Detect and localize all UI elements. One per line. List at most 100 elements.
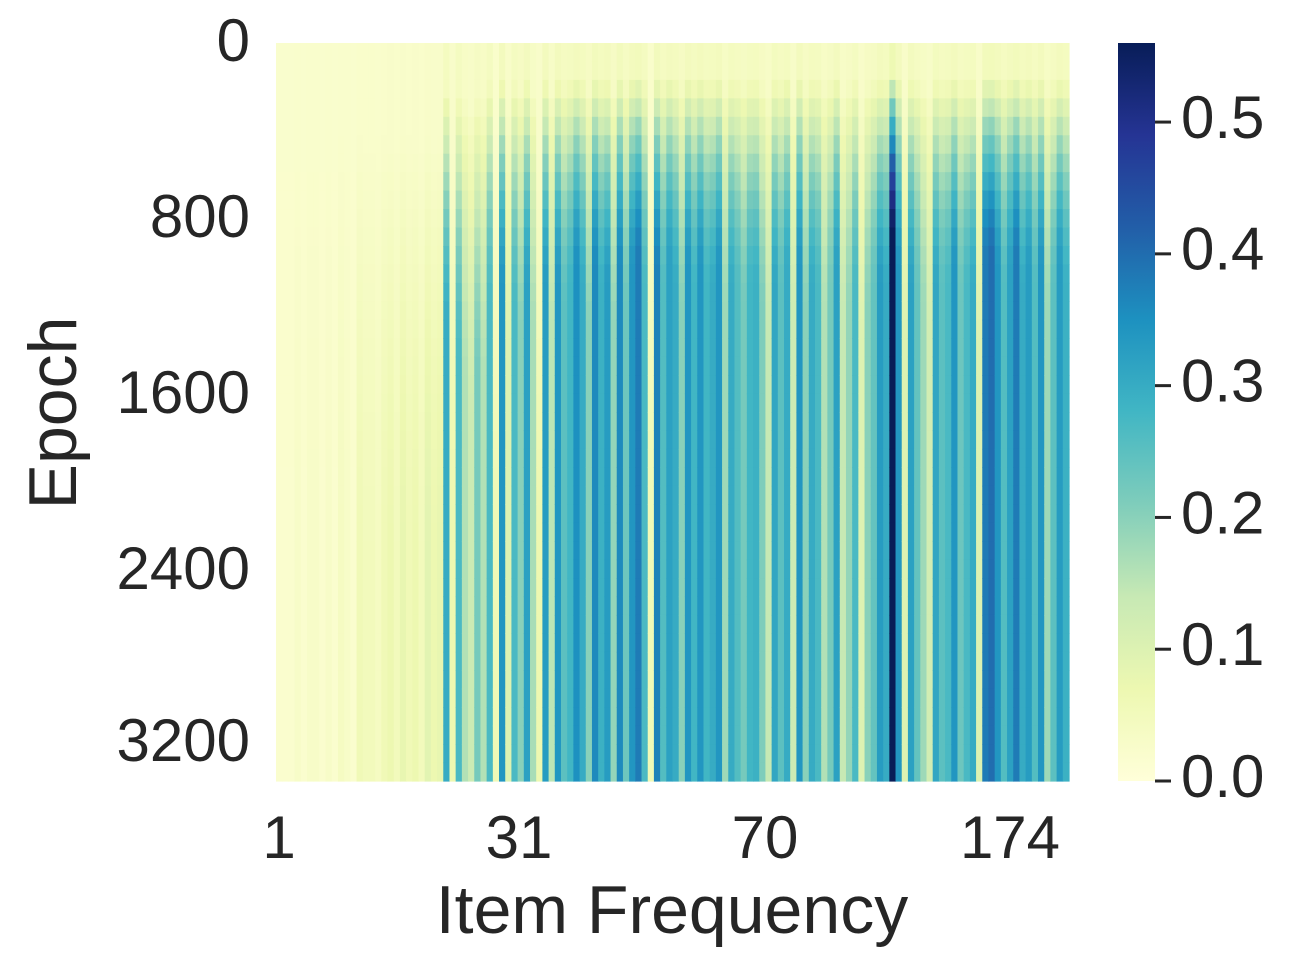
heatmap-cell	[406, 135, 413, 155]
heatmap-cell	[1038, 688, 1045, 708]
heatmap-cell	[468, 356, 475, 376]
heatmap-cell	[604, 633, 612, 653]
heatmap-cell	[777, 79, 785, 99]
heatmap-cell	[839, 504, 847, 524]
heatmap-cell	[523, 504, 531, 524]
heatmap-cell	[573, 135, 581, 155]
heatmap-cell	[313, 79, 320, 99]
heatmap-cell	[300, 282, 308, 302]
heatmap-cell	[988, 116, 996, 136]
heatmap-cell	[598, 301, 605, 321]
heatmap-cell	[722, 264, 729, 284]
heatmap-cell	[325, 430, 333, 450]
heatmap-cell	[560, 43, 568, 63]
heatmap-cell	[542, 98, 550, 118]
heatmap-cell	[505, 227, 513, 247]
heatmap-cell	[530, 541, 537, 561]
heatmap-cell	[1031, 430, 1039, 450]
heatmap-cell	[672, 356, 680, 376]
heatmap-cell	[802, 301, 810, 321]
heatmap-cell	[1013, 319, 1021, 339]
heatmap-cell	[313, 319, 320, 339]
heatmap-cell	[777, 319, 785, 339]
heatmap-cell	[325, 61, 333, 81]
heatmap-cell	[920, 412, 928, 432]
heatmap-cell	[1025, 541, 1033, 561]
heatmap-cell	[678, 522, 686, 542]
heatmap-cell	[852, 153, 859, 173]
heatmap-cell	[945, 707, 952, 727]
heatmap-cell	[945, 744, 952, 764]
heatmap-cell	[443, 153, 451, 173]
heatmap-cell	[765, 559, 773, 579]
heatmap-cell	[684, 707, 692, 727]
heatmap-cell	[579, 190, 587, 210]
heatmap-cell	[288, 762, 296, 782]
heatmap-cell	[833, 522, 841, 542]
heatmap-cell	[845, 98, 853, 118]
heatmap-cell	[982, 762, 990, 782]
heatmap-cell	[1000, 522, 1008, 542]
heatmap-cell	[759, 264, 767, 284]
heatmap-cell	[1019, 522, 1027, 542]
heatmap-cell	[796, 153, 804, 173]
heatmap-cell	[883, 135, 890, 155]
heatmap-cell	[784, 375, 791, 395]
heatmap-cell	[591, 375, 599, 395]
heatmap-cell	[282, 338, 289, 358]
heatmap-cell	[703, 338, 711, 358]
heatmap-cell	[895, 375, 903, 395]
heatmap-cell	[461, 43, 469, 63]
heatmap-cell	[437, 651, 444, 671]
heatmap-cell	[381, 116, 389, 136]
heatmap-cell	[895, 209, 903, 229]
heatmap-cell	[430, 375, 438, 395]
heatmap-cell	[468, 633, 475, 653]
heatmap-cell	[672, 467, 680, 487]
heatmap-cell	[864, 559, 872, 579]
heatmap-cell	[796, 338, 804, 358]
heatmap-cell	[455, 135, 463, 155]
heatmap-cell	[684, 614, 692, 634]
heatmap-cell	[932, 338, 940, 358]
heatmap-cell	[375, 282, 382, 302]
heatmap-cell	[554, 707, 562, 727]
heatmap-cell	[492, 651, 500, 671]
heatmap-cell	[697, 596, 705, 616]
heatmap-cell	[691, 559, 698, 579]
heatmap-cell	[325, 116, 333, 136]
heatmap-cell	[573, 485, 581, 505]
heatmap-cell	[406, 301, 413, 321]
heatmap-cell	[963, 116, 971, 136]
heatmap-cell	[486, 356, 494, 376]
heatmap-cell	[368, 485, 376, 505]
heatmap-cell	[821, 375, 828, 395]
heatmap-cell	[976, 522, 983, 542]
heatmap-cell	[560, 559, 568, 579]
heatmap-cell	[554, 485, 562, 505]
heatmap-cell	[461, 522, 469, 542]
heatmap-cell	[759, 98, 767, 118]
heatmap-cell	[554, 209, 562, 229]
heatmap-cell	[406, 430, 413, 450]
heatmap-cell	[746, 744, 754, 764]
heatmap-cell	[455, 209, 463, 229]
heatmap-cell	[468, 264, 475, 284]
heatmap-cell	[784, 430, 791, 450]
heatmap-cell	[1007, 264, 1014, 284]
heatmap-cell	[505, 135, 513, 155]
heatmap-cell	[381, 135, 389, 155]
heatmap-cell	[945, 522, 952, 542]
heatmap-cell	[325, 596, 333, 616]
heatmap-cell	[300, 762, 308, 782]
heatmap-cell	[821, 172, 828, 192]
heatmap-cell	[858, 633, 866, 653]
heatmap-cell	[610, 98, 618, 118]
heatmap-cell	[920, 467, 928, 487]
heatmap-cell	[449, 245, 457, 265]
heatmap-cell	[560, 98, 568, 118]
heatmap-cell	[1000, 670, 1008, 690]
heatmap-cell	[759, 559, 767, 579]
heatmap-cell	[672, 61, 680, 81]
heatmap-cell	[827, 393, 835, 413]
